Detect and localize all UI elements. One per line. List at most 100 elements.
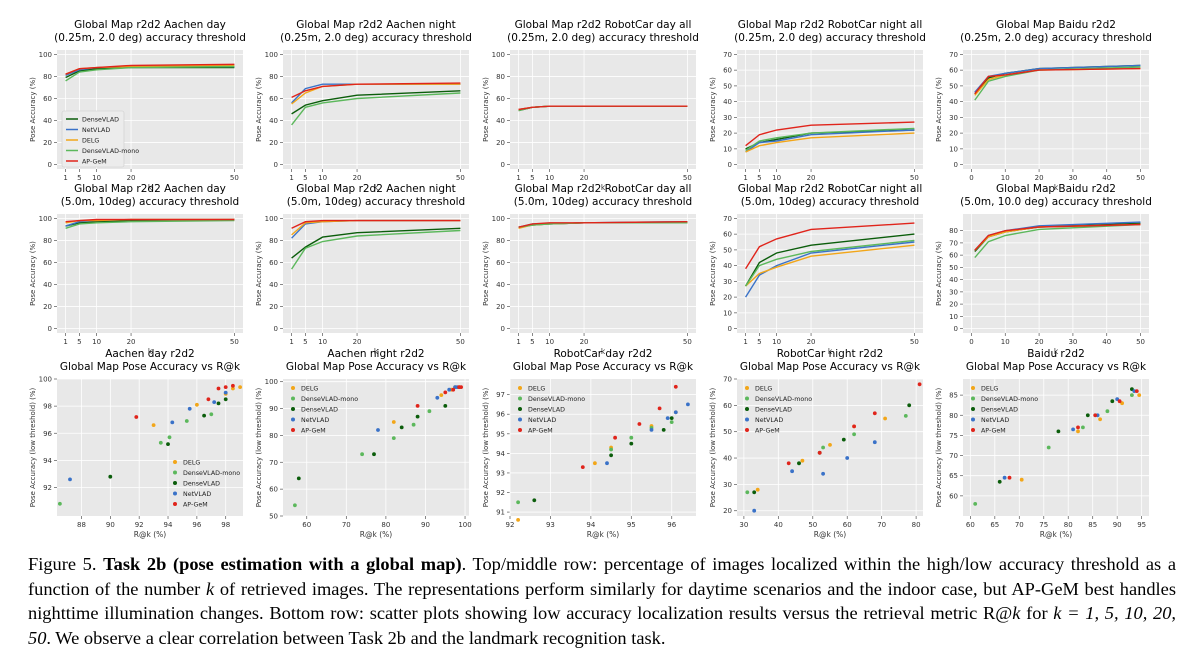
scatter-point — [216, 386, 221, 391]
scatter-point — [593, 461, 597, 466]
y-tick-label: 100 — [39, 215, 52, 223]
x-tick-label: 0 — [969, 338, 973, 346]
legend-label: DenseVLAD — [981, 407, 1018, 414]
chart-subtitle: (0.25m, 2.0 deg) accuracy threshold — [734, 32, 926, 44]
scatter-point — [786, 461, 791, 466]
x-tick-label: 20 — [353, 174, 362, 182]
y-tick-label: 70 — [723, 215, 732, 223]
legend-label: DELG — [301, 386, 318, 393]
legend-label: DenseVLAD — [755, 407, 792, 414]
legend-marker — [971, 417, 975, 422]
y-tick-label: 0 — [274, 161, 278, 169]
x-tick-label: 85 — [1088, 521, 1097, 529]
y-tick-label: 80 — [269, 237, 278, 245]
scatter-point — [293, 503, 297, 508]
scatter-point — [216, 401, 221, 406]
y-tick-label: 96 — [496, 411, 505, 419]
scatter-point — [605, 461, 609, 466]
x-tick-label: 10 — [545, 174, 554, 182]
y-axis-label: Pose Accuracy (%) — [29, 77, 37, 142]
legend-marker — [518, 417, 522, 422]
y-tick-label: 70 — [269, 459, 278, 467]
y-tick-label: 20 — [723, 507, 732, 515]
y-tick-label: 0 — [728, 325, 732, 333]
chart-title: Baidu r2d2 — [1027, 348, 1085, 360]
legend-marker — [971, 428, 975, 432]
scatter-point — [1110, 399, 1115, 404]
legend-label: AP-GeM — [301, 428, 326, 435]
legend-marker — [518, 386, 522, 390]
y-axis-label: Pose Accuracy (%) — [709, 241, 717, 306]
scatter-point — [1105, 409, 1110, 414]
y-tick-label: 97 — [496, 391, 505, 399]
y-tick-label: 60 — [43, 259, 52, 267]
scatter-point — [167, 435, 172, 440]
legend-marker — [173, 460, 177, 464]
series-line — [65, 219, 235, 229]
scatter-point — [443, 404, 448, 408]
figure-5: Global Map r2d2 Aachen day(0.25m, 2.0 de… — [29, 19, 1152, 539]
y-tick-label: 60 — [269, 486, 278, 494]
scatter-point — [613, 435, 617, 440]
y-tick-label: 100 — [39, 376, 52, 384]
x-tick-label: 30 — [739, 521, 748, 529]
y-tick-label: 0 — [501, 161, 505, 169]
x-axis-label: k — [374, 347, 379, 356]
x-tick-label: 10 — [1001, 338, 1010, 346]
y-tick-label: 30 — [723, 114, 732, 122]
x-tick-label: 10 — [318, 338, 327, 346]
y-axis-label: Pose Accuracy (low threshold) (%) — [255, 387, 263, 507]
y-axis-label: Pose Accuracy (%) — [255, 241, 263, 306]
y-tick-label: 20 — [43, 139, 52, 147]
scatter-point — [828, 443, 832, 447]
chart-subtitle: (0.25m, 2.0 deg) accuracy threshold — [507, 32, 699, 44]
scatter-point — [872, 440, 877, 445]
caption-k: k — [205, 578, 215, 599]
legend-marker — [291, 407, 295, 411]
y-tick-label: 60 — [949, 252, 958, 260]
legend-label: NetVLAD — [183, 491, 211, 498]
y-tick-label: 94 — [496, 450, 505, 458]
legend-label: AP-GeM — [755, 428, 780, 435]
chart-subtitle: (5.0m, 10deg) accuracy threshold — [741, 196, 919, 208]
x-tick-label: 60 — [843, 521, 852, 529]
chart-title: Global Map r2d2 RobotCar night all — [738, 183, 923, 195]
scatter-point — [212, 400, 217, 404]
x-tick-label: 5 — [757, 174, 761, 182]
y-tick-label: 70 — [949, 239, 958, 247]
scatter-point — [609, 453, 613, 458]
legend: DELG DenseVLAD-mono DenseVLAD NetVLAD AP-GeM — [173, 460, 240, 509]
y-axis-label: Pose Accuracy (%) — [935, 77, 943, 142]
y-tick-label: 0 — [501, 325, 505, 333]
legend-label: AP-GeM — [183, 502, 208, 509]
x-tick-label: 40 — [774, 521, 783, 529]
x-tick-label: 10 — [92, 174, 101, 182]
legend-label: NetVLAD — [755, 417, 783, 424]
series-line — [65, 218, 235, 223]
legend-label: DenseVLAD-mono — [755, 396, 812, 403]
series-line — [745, 129, 915, 153]
series-line — [974, 223, 1141, 251]
y-tick-label: 40 — [723, 98, 732, 106]
scatter-point — [202, 413, 207, 418]
y-tick-label: 30 — [949, 114, 958, 122]
x-tick-label: 20 — [807, 338, 816, 346]
y-axis-label: Pose Accuracy (low threshold) (%) — [482, 387, 490, 507]
x-tick-label: 30 — [1068, 174, 1077, 182]
x-tick-label: 50 — [910, 174, 919, 182]
caption-text-4: . We observe a clear correlation between… — [46, 627, 666, 648]
chart-panel: Global Map r2d2 RobotCar day all(0.25m, … — [482, 19, 699, 192]
x-tick-label: 1 — [516, 338, 520, 346]
y-tick-label: 20 — [269, 139, 278, 147]
scatter-point — [917, 382, 922, 387]
x-tick-label: 1 — [63, 174, 67, 182]
y-tick-label: 60 — [949, 492, 958, 500]
y-tick-label: 20 — [949, 130, 958, 138]
legend-marker — [971, 396, 975, 401]
x-tick-label: 5 — [77, 338, 81, 346]
x-axis-label: R@k (%) — [134, 530, 166, 539]
legend-marker — [291, 428, 295, 432]
legend-label: DenseVLAD-mono — [528, 396, 585, 403]
